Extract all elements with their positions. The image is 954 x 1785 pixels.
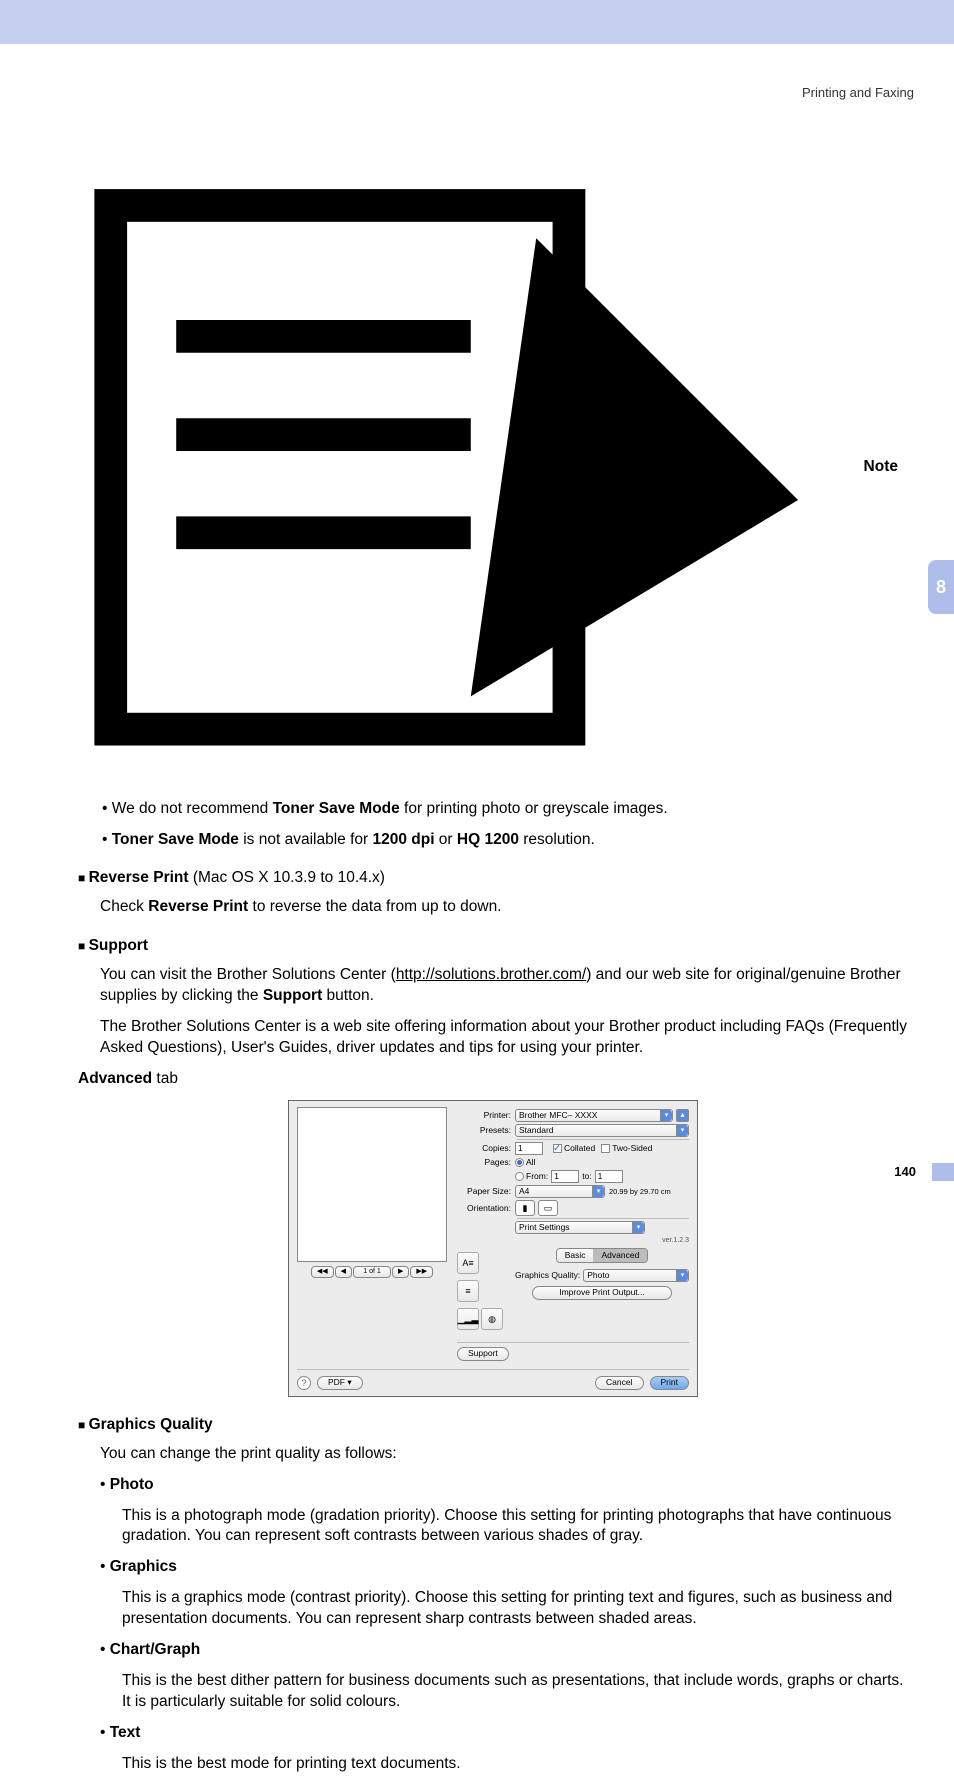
tab-advanced[interactable]: Advanced — [593, 1249, 647, 1262]
pages-to-input[interactable]: 1 — [595, 1170, 623, 1183]
page: Printing and Faxing 8 140 Note We do not… — [0, 0, 954, 1235]
pdf-button[interactable]: PDF ▾ — [317, 1376, 363, 1390]
advanced-tab-heading: Advanced tab — [78, 1069, 908, 1090]
orientation-label: Orientation: — [457, 1203, 515, 1214]
print-dialog-screenshot: ◀◀ ◀ 1 of 1 ▶ ▶▶ Printer: Brother MFC– X… — [288, 1100, 698, 1397]
gfxquality-select[interactable]: Photo▾ — [583, 1269, 689, 1282]
top-color-band — [0, 0, 954, 44]
pager-count: 1 of 1 — [353, 1266, 391, 1278]
support-heading: Support — [78, 936, 908, 957]
pages-all-label: All — [526, 1157, 535, 1168]
content: Note We do not recommend Toner Save Mode… — [78, 140, 908, 1785]
pages-from-radio[interactable] — [515, 1172, 524, 1181]
presets-select[interactable]: Standard▾ — [515, 1124, 689, 1137]
note-heading-row: Note — [78, 140, 908, 795]
gq-item-0-name: Photo — [100, 1475, 908, 1496]
printer-label: Printer: — [457, 1110, 515, 1121]
pages-to-label: to: — [582, 1171, 591, 1182]
pager-prev[interactable]: ◀ — [335, 1266, 352, 1278]
copies-label: Copies: — [457, 1143, 515, 1154]
note-label: Note — [864, 457, 898, 478]
cancel-button[interactable]: Cancel — [595, 1376, 643, 1390]
printer-select[interactable]: Brother MFC– XXXX▾ — [515, 1109, 673, 1122]
gq-item-2-name: Chart/Graph — [100, 1640, 908, 1661]
gq-item-2-desc: This is the best dither pattern for busi… — [122, 1671, 908, 1713]
layout-icons: A≡ ≡ ▁▂▃ ◍ — [457, 1246, 503, 1336]
print-dialog: ◀◀ ◀ 1 of 1 ▶ ▶▶ Printer: Brother MFC– X… — [288, 1100, 698, 1397]
print-button[interactable]: Print — [650, 1376, 689, 1390]
orientation-landscape[interactable]: ▭ — [538, 1200, 558, 1216]
chapter-tab: 8 — [928, 560, 954, 614]
presets-label: Presets: — [457, 1125, 515, 1136]
collapse-icon[interactable]: ▴ — [676, 1109, 689, 1122]
layout-icon-globe[interactable]: ◍ — [481, 1308, 503, 1330]
graphics-quality-intro: You can change the print quality as foll… — [100, 1444, 908, 1465]
copies-input[interactable]: 1 — [515, 1142, 543, 1155]
gq-item-3-desc: This is the best mode for printing text … — [122, 1754, 908, 1775]
tab-segmented[interactable]: Basic Advanced — [556, 1248, 649, 1263]
dialog-hr-1 — [517, 1139, 689, 1140]
section-header: Printing and Faxing — [802, 85, 914, 100]
twosided-checkbox[interactable] — [601, 1144, 610, 1153]
dialog-hr-2 — [517, 1218, 689, 1219]
pages-from-label: From: — [526, 1171, 548, 1182]
dialog-hr-3 — [457, 1342, 689, 1343]
papersize-select[interactable]: A4▾ — [515, 1185, 605, 1198]
note-icon — [78, 140, 864, 795]
twosided-label: Two-Sided — [612, 1143, 652, 1154]
pager-next[interactable]: ▶ — [392, 1266, 409, 1278]
gq-item-1-desc: This is a graphics mode (contrast priori… — [122, 1588, 908, 1630]
pages-from-input[interactable]: 1 — [551, 1170, 579, 1183]
reverse-print-heading: Reverse Print (Mac OS X 10.3.9 to 10.4.x… — [78, 868, 908, 889]
gq-item-3-name: Text — [100, 1723, 908, 1744]
pagenum-accent — [932, 1163, 954, 1181]
gfxquality-label: Graphics Quality: — [515, 1270, 580, 1281]
pager-first[interactable]: ◀◀ — [311, 1266, 334, 1278]
papersize-label: Paper Size: — [457, 1186, 515, 1197]
brother-link[interactable]: http://solutions.brother.com/ — [396, 966, 586, 983]
pager-last[interactable]: ▶▶ — [410, 1266, 433, 1278]
support-body-1: You can visit the Brother Solutions Cent… — [100, 965, 908, 1007]
tab-basic[interactable]: Basic — [557, 1249, 594, 1262]
gq-item-1-name: Graphics — [100, 1557, 908, 1578]
page-preview — [297, 1107, 447, 1262]
graphics-quality-heading: Graphics Quality — [78, 1415, 908, 1436]
orientation-portrait[interactable]: ▮ — [515, 1200, 535, 1216]
gq-item-0-desc: This is a photograph mode (gradation pri… — [122, 1506, 908, 1548]
reverse-print-body: Check Reverse Print to reverse the data … — [100, 897, 908, 918]
note-bullet-2: Toner Save Mode is not available for 120… — [102, 830, 908, 851]
support-button[interactable]: Support — [457, 1347, 509, 1361]
preview-pager: ◀◀ ◀ 1 of 1 ▶ ▶▶ — [297, 1266, 447, 1278]
layout-icon-lines[interactable]: ≡ — [457, 1280, 479, 1302]
dialog-footer: ? PDF ▾ Cancel Print — [297, 1370, 689, 1390]
layout-icon-chart[interactable]: ▁▂▃ — [457, 1308, 479, 1330]
papersize-dims: 20.99 by 29.70 cm — [609, 1187, 671, 1197]
support-body-2: The Brother Solutions Center is a web si… — [100, 1017, 908, 1059]
version-label: ver.1.2.3 — [457, 1236, 689, 1245]
improve-output-button[interactable]: Improve Print Output... — [532, 1286, 672, 1300]
collated-label: Collated — [564, 1143, 595, 1154]
collated-checkbox[interactable] — [553, 1144, 562, 1153]
section-select[interactable]: Print Settings▾ — [515, 1221, 645, 1234]
pages-label: Pages: — [457, 1157, 515, 1168]
pages-all-radio[interactable] — [515, 1158, 524, 1167]
layout-icon-a[interactable]: A≡ — [457, 1252, 479, 1274]
note-bullet-1: We do not recommend Toner Save Mode for … — [102, 799, 908, 820]
help-icon[interactable]: ? — [297, 1376, 311, 1390]
